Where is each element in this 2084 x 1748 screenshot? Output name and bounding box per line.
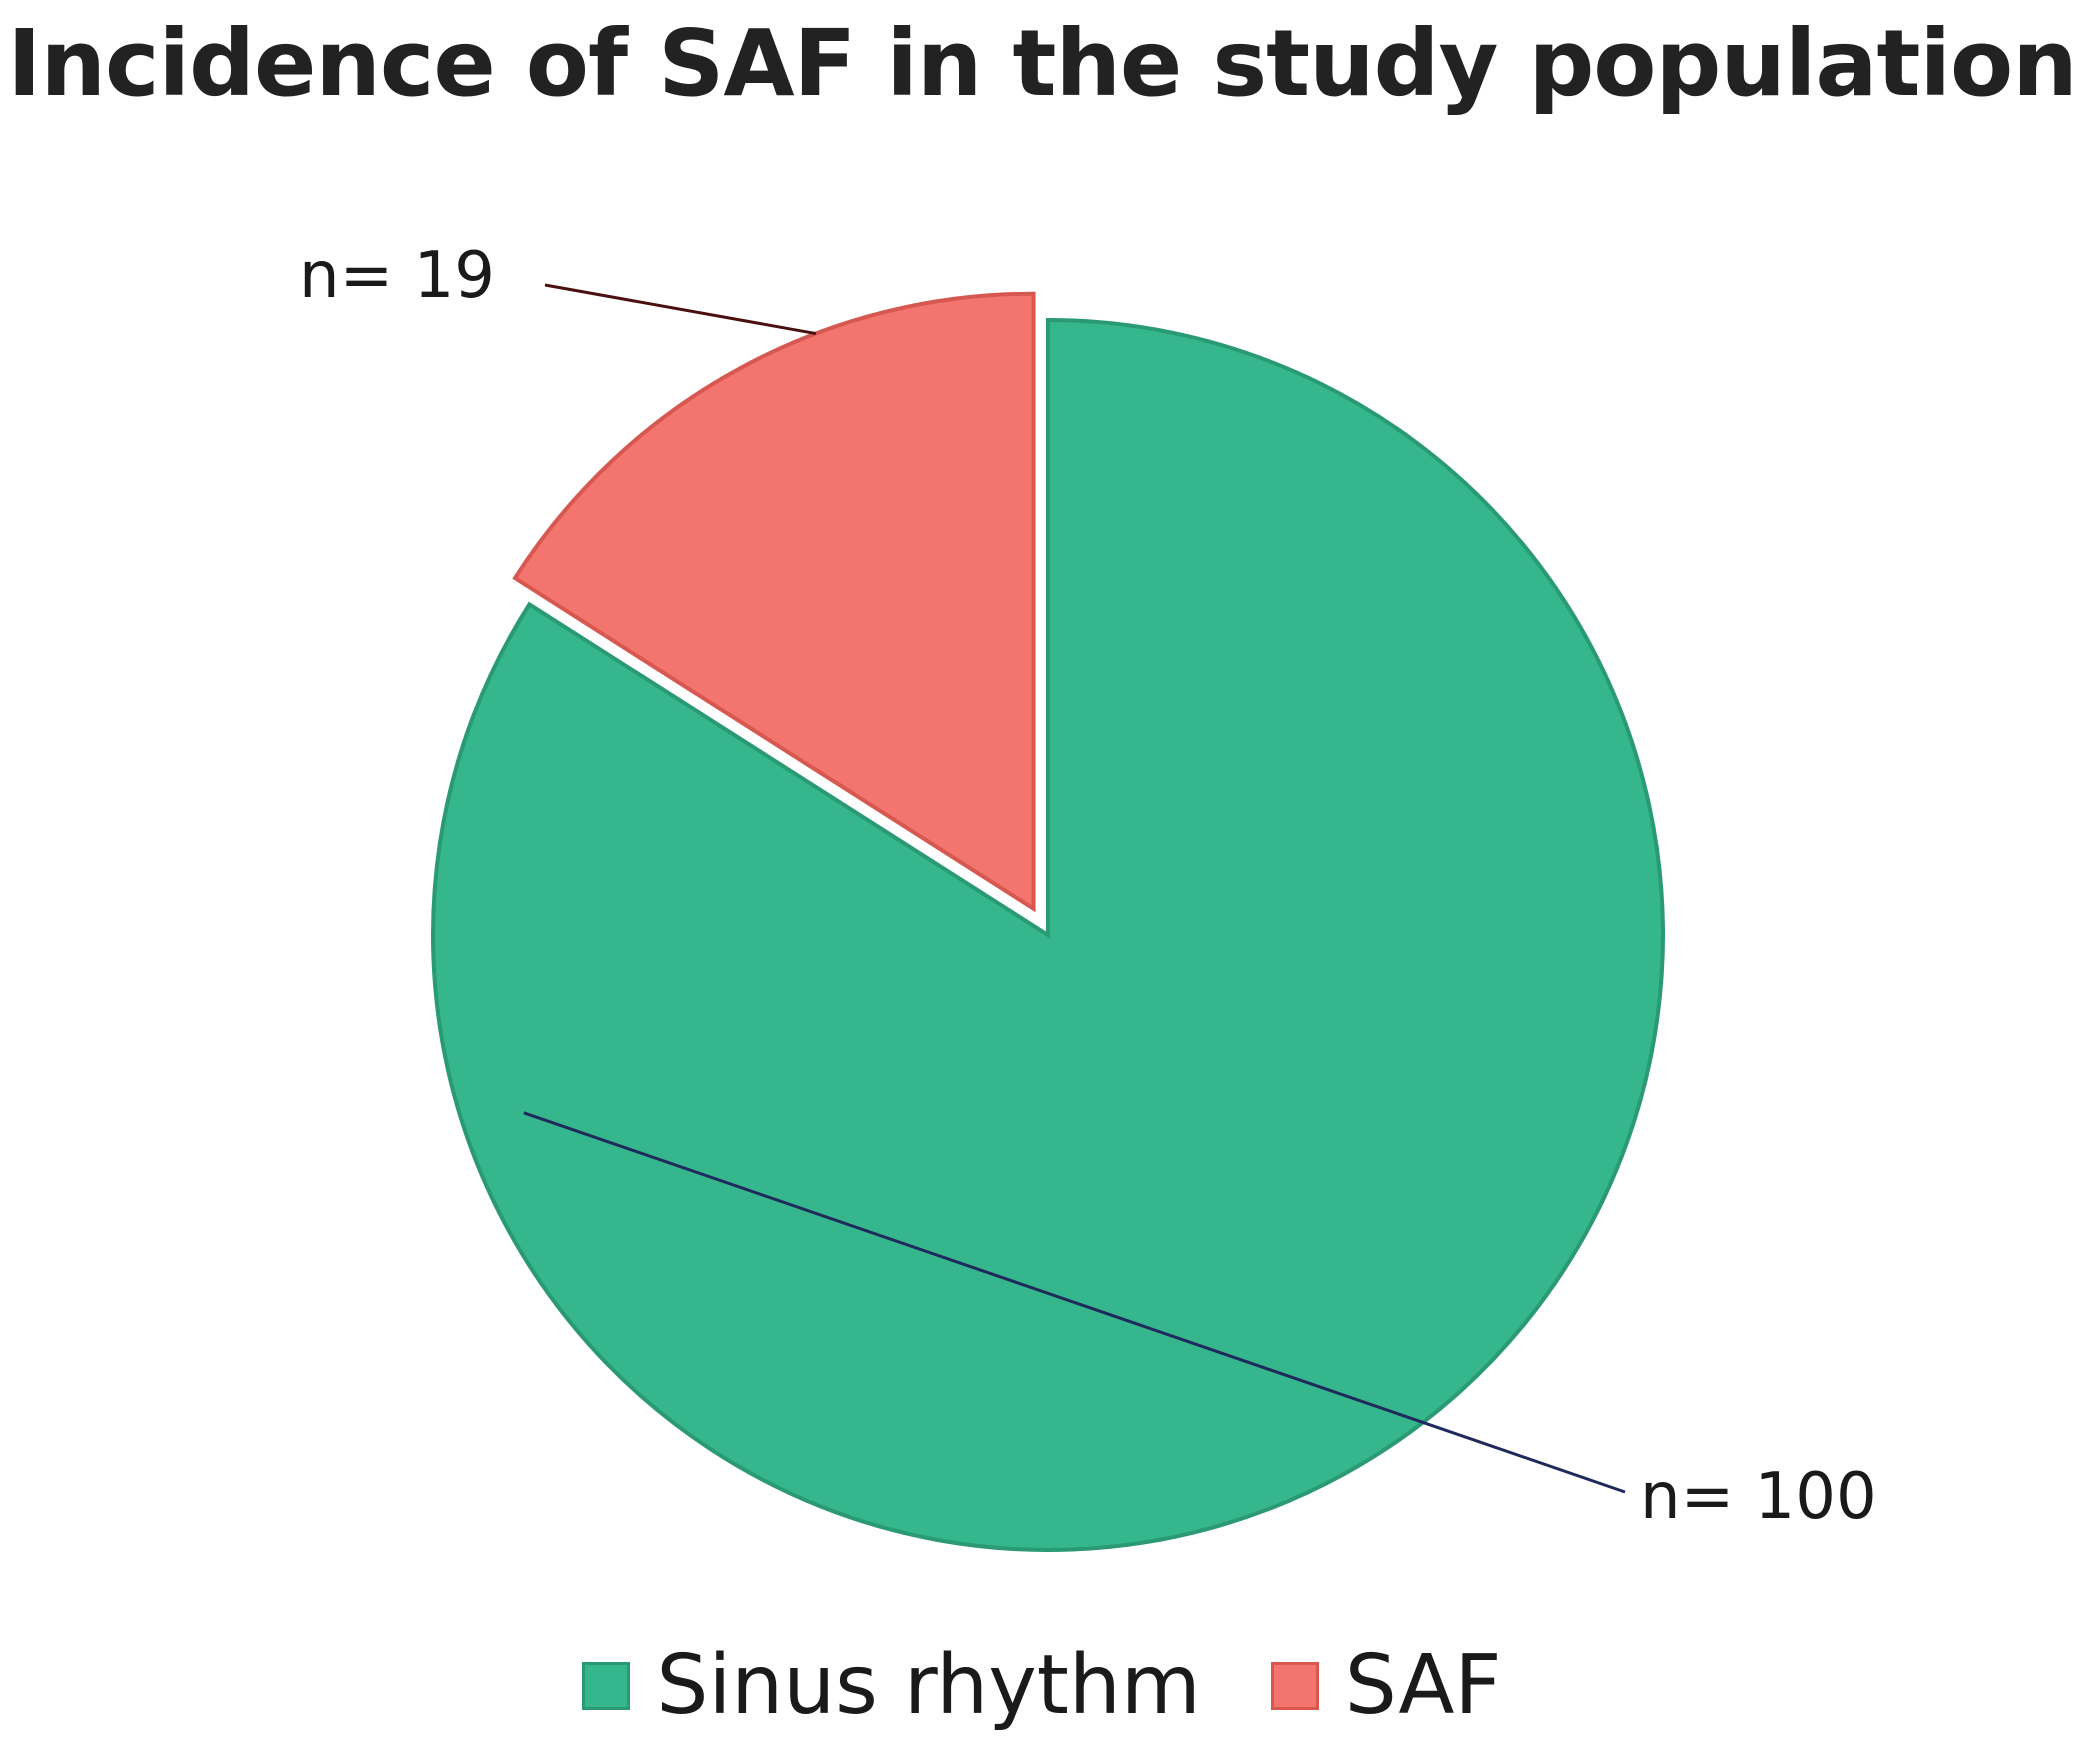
legend-swatch-saf [1270,1661,1319,1710]
pie-slice-saf [512,291,1036,913]
legend-item-sinus-rhythm: Sinus rhythm [582,1638,1201,1733]
data-label-saf: n= 19 [299,239,495,313]
leader-lines-layer [523,283,1626,1494]
leader-line-saf [544,283,817,336]
data-label-sinus-rhythm: n= 100 [1640,1460,1877,1534]
pie-slices-layer [431,291,1665,1552]
legend-swatch-sinus-rhythm [582,1661,631,1710]
legend-label-sinus-rhythm: Sinus rhythm [656,1638,1201,1733]
leader-line-sinus-rhythm [523,1111,1626,1494]
legend-item-saf: SAF [1270,1638,1502,1733]
data-labels-layer: n= 100 n= 19 [299,239,1877,1534]
chart-title: Incidence of SAF in the study population [7,10,2077,117]
legend-label-saf: SAF [1344,1638,1502,1733]
pie-slice-sinus-rhythm [431,317,1665,1552]
legend: Sinus rhythm SAF [0,1638,2084,1733]
